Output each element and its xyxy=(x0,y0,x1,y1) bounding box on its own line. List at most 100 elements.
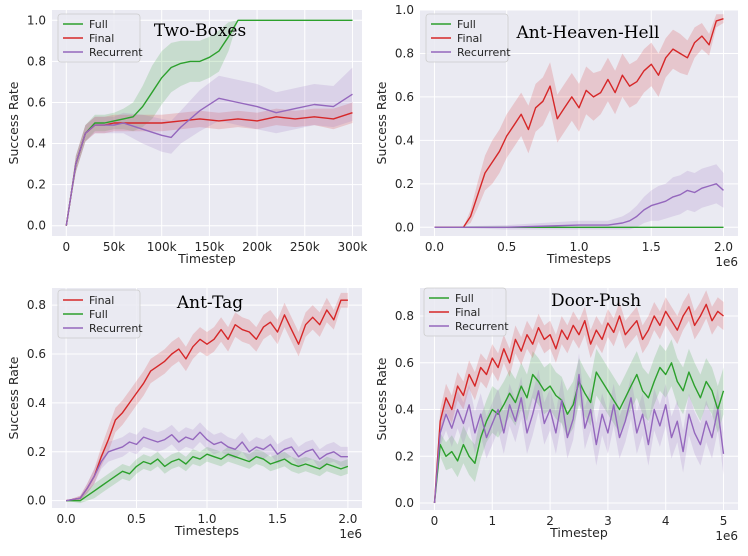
x-offset-label: 1e6 xyxy=(715,255,738,269)
x-tick-label: 2 xyxy=(546,514,554,528)
y-tick-label: 0.2 xyxy=(395,177,414,191)
x-axis-label: Timestep xyxy=(177,251,236,266)
legend-label-final: Final xyxy=(89,294,114,307)
x-tick-label: 300k xyxy=(338,240,368,254)
series-line-final xyxy=(434,18,724,229)
y-tick-label: 0.4 xyxy=(27,137,46,151)
chart-title: Ant-Tag xyxy=(176,293,243,313)
legend-label-full: Full xyxy=(457,18,476,31)
y-axis-label: Success Rate xyxy=(374,81,389,164)
y-tick-label: 0.8 xyxy=(395,309,414,323)
legend-label-full: Full xyxy=(455,292,474,305)
legend-label-recurrent: Recurrent xyxy=(455,320,509,333)
x-tick-label: 250k xyxy=(290,240,320,254)
y-tick-label: 0.6 xyxy=(27,95,46,109)
x-axis-label: Timesteps xyxy=(174,523,239,538)
x-tick-label: 200k xyxy=(242,240,272,254)
y-tick-label: 0.6 xyxy=(395,356,414,370)
series-line-final xyxy=(65,299,348,502)
x-tick-label: 5 xyxy=(720,514,728,528)
series-band-final xyxy=(66,102,353,226)
x-tick-label: 1.5 xyxy=(642,240,661,254)
series-line-final xyxy=(433,303,724,504)
series-line-full xyxy=(66,453,349,502)
y-tick-label: 0.6 xyxy=(27,347,46,361)
y-tick-label: 0.2 xyxy=(27,445,46,459)
y-axis-label: Success Rate xyxy=(6,81,21,164)
x-tick-label: 1.0 xyxy=(197,512,216,526)
series-band-recurrent xyxy=(66,422,348,501)
y-tick-label: 0.6 xyxy=(395,90,414,104)
series-band-final xyxy=(66,292,348,501)
chart-panel-2: 0.0 0.2 0.4 0.6 0.8 1.0 0.0 0.5 1.0 1.5 2.0 Timeste… xyxy=(374,3,738,269)
y-tick-label: 0.2 xyxy=(395,449,414,463)
x-tick-label: 150k xyxy=(194,240,224,254)
x-tick-label: 4 xyxy=(662,514,670,528)
x-tick-label: 0.0 xyxy=(425,240,444,254)
x-tick-label: 2.0 xyxy=(338,512,357,526)
legend-frame xyxy=(423,287,507,337)
legend-label-full: Full xyxy=(89,18,108,31)
series-line-recurrent xyxy=(65,93,353,226)
chart-title: Ant-Heaven-Hell xyxy=(516,23,660,43)
x-tick-label: 3 xyxy=(604,514,612,528)
legend-frame xyxy=(57,289,141,339)
y-tick-label: 0.0 xyxy=(395,220,414,234)
series-band-full xyxy=(434,339,724,503)
legend-label-recurrent: Recurrent xyxy=(89,322,143,335)
legend-label-final: Final xyxy=(89,32,114,45)
series-line-full xyxy=(433,362,725,504)
series-group xyxy=(65,292,349,504)
series-band-recurrent xyxy=(66,67,353,226)
series-group xyxy=(65,19,353,226)
chart-title: Door-Push xyxy=(551,291,641,311)
x-offset-label: 1e6 xyxy=(715,529,738,543)
y-tick-label: 0.4 xyxy=(395,133,414,147)
x-tick-label: 0 xyxy=(62,240,70,254)
y-tick-label: 0.8 xyxy=(395,46,414,60)
series-line-recurrent xyxy=(65,431,348,502)
y-tick-label: 0.4 xyxy=(395,403,414,417)
y-tick-label: 0.0 xyxy=(395,496,414,510)
chart-panel-3: 0.0 0.2 0.4 0.6 0.8 0.0 0.5 1.0 1.5 2.0 Timesteps S… xyxy=(6,288,362,541)
y-tick-label: 1.0 xyxy=(395,3,414,17)
legend-label-recurrent: Recurrent xyxy=(457,46,511,59)
chart-title: Two-Boxes xyxy=(154,21,246,41)
x-tick-label: 1.5 xyxy=(268,512,287,526)
x-tick-label: 2.0 xyxy=(714,240,733,254)
y-tick-label: 0.2 xyxy=(27,178,46,192)
x-offset-label: 1e6 xyxy=(339,527,362,541)
chart-panel-1: 0.0 0.2 0.4 0.6 0.8 1.0 0 50k 100k 150k 200k 250k 30… xyxy=(6,10,367,266)
legend-label-final: Final xyxy=(455,306,480,319)
series-line-recurrent xyxy=(433,373,725,504)
y-axis-label: Success Rate xyxy=(374,357,389,440)
x-tick-label: 0.5 xyxy=(127,512,146,526)
legend-frame xyxy=(425,13,509,63)
y-tick-label: 0.0 xyxy=(27,219,46,233)
series-band-final xyxy=(434,14,724,228)
series-group xyxy=(434,14,724,230)
series-line-full xyxy=(65,19,353,226)
y-axis-label: Success Rate xyxy=(6,356,21,439)
x-axis-label: Timestep xyxy=(549,525,608,540)
y-tick-label: 0.4 xyxy=(27,396,46,410)
y-tick-label: 0.8 xyxy=(27,54,46,68)
x-tick-label: 1 xyxy=(488,514,496,528)
chart-panel-4: 0.0 0.2 0.4 0.6 0.8 0 1 2 3 4 5 Timestep Success Rat… xyxy=(374,287,738,543)
legend-label-full: Full xyxy=(89,308,108,321)
x-tick-label: 0.0 xyxy=(57,512,76,526)
y-tick-label: 0.0 xyxy=(27,494,46,508)
y-tick-label: 1.0 xyxy=(27,13,46,27)
x-tick-label: 0.5 xyxy=(497,240,516,254)
series-line-recurrent xyxy=(434,183,724,229)
series-group xyxy=(433,290,725,504)
legend-label-recurrent: Recurrent xyxy=(89,46,143,59)
legend-frame xyxy=(57,13,141,63)
series-band-final xyxy=(434,290,724,503)
legend-label-final: Final xyxy=(457,32,482,45)
